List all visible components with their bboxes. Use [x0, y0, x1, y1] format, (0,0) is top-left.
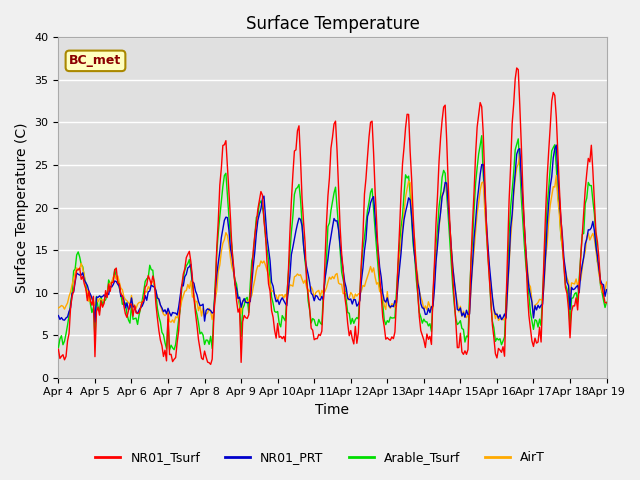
- Legend: NR01_Tsurf, NR01_PRT, Arable_Tsurf, AirT: NR01_Tsurf, NR01_PRT, Arable_Tsurf, AirT: [90, 446, 550, 469]
- X-axis label: Time: Time: [316, 403, 349, 417]
- Y-axis label: Surface Temperature (C): Surface Temperature (C): [15, 122, 29, 293]
- Title: Surface Temperature: Surface Temperature: [246, 15, 419, 33]
- Text: BC_met: BC_met: [69, 54, 122, 67]
